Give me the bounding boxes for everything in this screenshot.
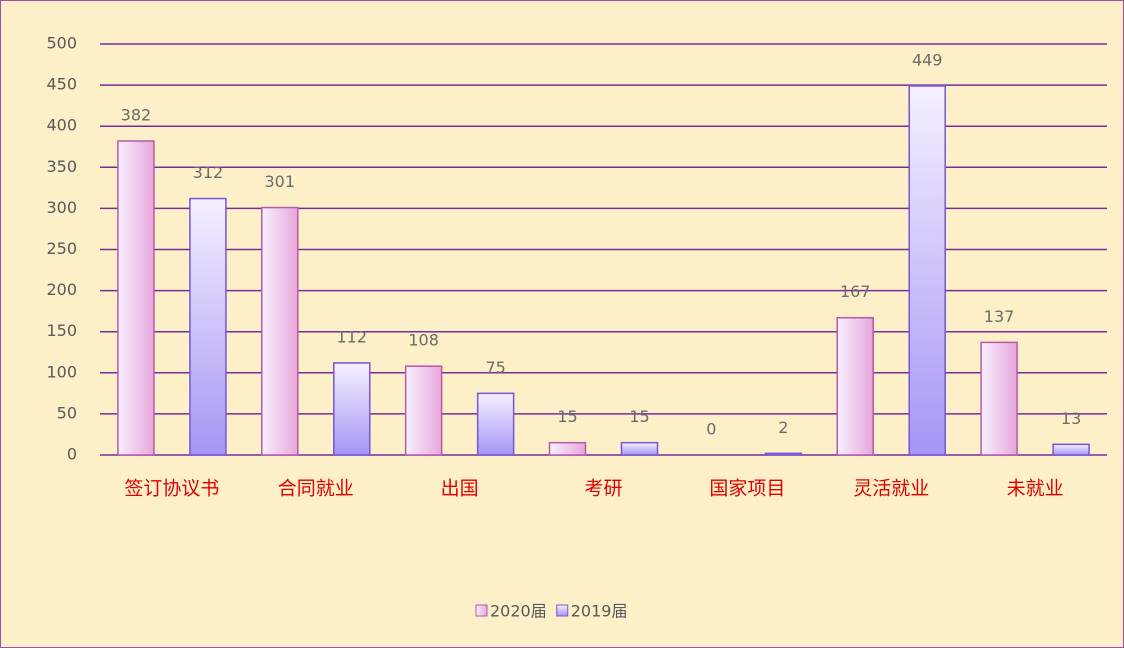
bar [548,441,587,456]
data-label: 108 [408,331,439,350]
bar [404,365,443,456]
y-tick-label: 450 [46,75,77,94]
x-tick-label: 出国 [441,478,479,500]
y-tick-label: 500 [46,34,77,53]
x-tick-label: 合同就业 [278,478,354,500]
data-label: 137 [984,307,1015,326]
x-tick-label: 考研 [584,478,622,500]
data-label: 13 [1061,409,1081,428]
x-tick-label: 签订协议书 [124,478,219,500]
y-tick-label: 0 [67,445,77,464]
legend-swatch [475,604,488,617]
bar [836,316,874,456]
legend-label: 2019届 [571,602,628,621]
data-label: 15 [557,407,577,426]
x-tick-label: 灵活就业 [853,478,929,500]
y-tick-label: 400 [46,116,77,135]
data-label: 112 [337,327,368,346]
data-label: 2 [778,418,788,437]
data-label: 167 [840,282,871,301]
bar [333,362,371,456]
data-label: 382 [121,105,152,124]
bar [620,441,659,456]
data-label: 0 [706,420,716,439]
bar [1052,443,1090,456]
data-label: 449 [912,50,943,69]
bar [189,197,227,456]
bar [476,392,515,456]
bar [980,341,1018,456]
legend-label: 2020届 [490,602,547,621]
y-tick-label: 100 [46,362,77,381]
bar [908,85,946,456]
y-tick-label: 200 [46,280,77,299]
x-tick-label: 国家项目 [709,478,785,500]
data-label: 312 [193,163,224,182]
y-tick-label: 150 [46,321,77,340]
y-tick-label: 350 [46,157,77,176]
y-tick-label: 250 [46,239,77,258]
legend-swatch [556,604,569,617]
bar [261,206,299,456]
data-label: 15 [629,407,649,426]
x-tick-label: 未就业 [1007,478,1064,500]
y-tick-label: 300 [46,198,77,217]
bar [764,452,803,456]
data-label: 75 [485,358,505,377]
bar [117,140,155,456]
y-tick-label: 50 [57,403,77,422]
data-label: 301 [265,172,296,191]
